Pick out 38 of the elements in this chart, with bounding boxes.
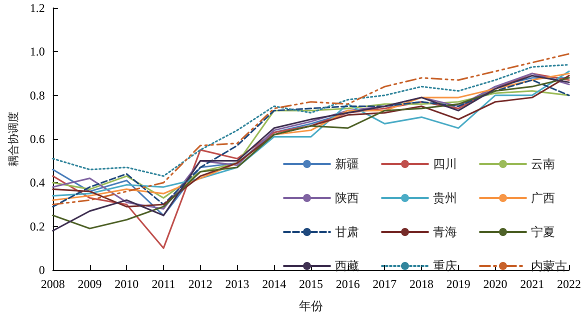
x-tick-label: 2012 — [188, 277, 212, 291]
y-tick-label: 0.4 — [30, 176, 45, 190]
x-tick-label: 2016 — [336, 277, 360, 291]
legend-label: 贵州 — [433, 191, 457, 205]
line-series — [52, 53, 570, 206]
x-tick-label: 2011 — [152, 277, 176, 291]
y-tick-label: 0 — [38, 263, 45, 277]
y-tick-label: 0.8 — [30, 88, 45, 102]
x-tick-label: 2020 — [483, 277, 508, 291]
legend-label: 陕西 — [335, 191, 359, 205]
x-tick-label: 2021 — [520, 277, 544, 291]
line-series — [52, 64, 570, 177]
legend-label: 四川 — [433, 157, 457, 171]
x-tick-label: 2022 — [557, 277, 581, 291]
legend-label: 重庆 — [433, 259, 457, 273]
x-tick-label: 2009 — [78, 277, 102, 291]
x-tick-label: 2019 — [446, 277, 470, 291]
x-tick-label: 2008 — [40, 277, 65, 291]
legend-label: 甘肃 — [335, 225, 359, 239]
legend-label: 宁夏 — [531, 225, 555, 239]
legend-label: 西藏 — [335, 259, 359, 273]
x-tick-label: 2015 — [298, 277, 323, 291]
x-tick-label: 2010 — [114, 277, 139, 291]
x-tick-label: 2014 — [262, 277, 286, 291]
y-tick-label: 0.6 — [30, 132, 45, 146]
y-tick-label: 0.2 — [30, 219, 45, 234]
legend-label: 内蒙古 — [531, 259, 567, 273]
y-tick-label: 1.0 — [30, 44, 45, 59]
x-tick-label: 2013 — [225, 277, 250, 291]
x-tick-label: 2017 — [372, 277, 397, 291]
x-axis-title: 年份 — [298, 299, 323, 313]
legend-label: 广西 — [531, 191, 555, 205]
legend-label: 新疆 — [335, 157, 359, 171]
x-tick-label: 2018 — [410, 277, 434, 291]
legend-label: 青海 — [433, 225, 457, 239]
y-axis-title: 耦合协调度 — [7, 112, 20, 166]
legend-label: 云南 — [531, 157, 555, 171]
y-tick-label: 1.2 — [30, 1, 45, 15]
